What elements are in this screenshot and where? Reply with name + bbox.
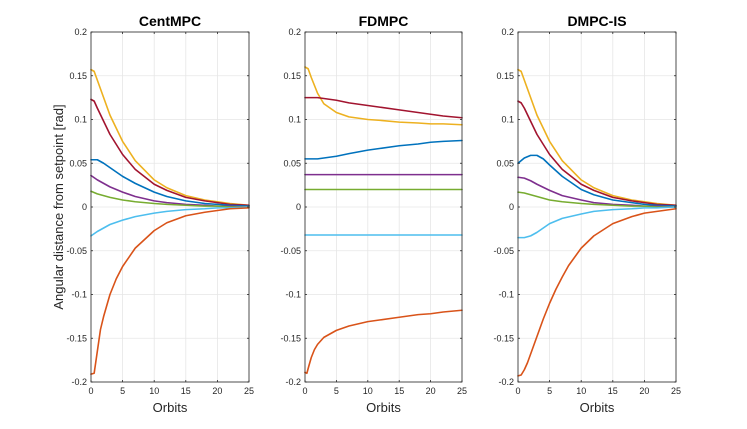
x-tick-label: 15: [394, 386, 404, 396]
y-tick-label: -0.2: [71, 377, 87, 387]
series-line-blue: [90, 158, 250, 207]
series-line-darkred: [304, 96, 463, 119]
y-tick-label: -0.2: [498, 377, 514, 387]
x-tick-label: 20: [426, 386, 436, 396]
y-tick-label: 0: [296, 202, 301, 212]
y-tick-label: 0.2: [74, 27, 87, 37]
y-tick-label: 0.1: [74, 115, 87, 125]
y-tick-label: 0.15: [283, 71, 301, 81]
x-tick-label: 20: [639, 386, 649, 396]
series-line-orange: [517, 207, 677, 377]
x-tick-label: 15: [181, 386, 191, 396]
x-tick-label: 20: [212, 386, 222, 396]
panel-title: DMPC-IS: [567, 13, 626, 29]
panel-dmpc-is: 0 5 10 15 20 25 -0.2 -0.15 -0.1 -0.05 0 0.05 0.1 0.15…: [493, 13, 681, 415]
y-tick-label: 0.15: [496, 71, 514, 81]
y-tick-label: -0.05: [66, 246, 87, 256]
y-tick-label: -0.1: [498, 290, 514, 300]
x-tick-label: 10: [363, 386, 373, 396]
x-tick-label: 25: [244, 386, 254, 396]
x-tick-label: 15: [608, 386, 618, 396]
y-tick-label: -0.05: [493, 246, 514, 256]
panel-centmpc: 0 5 10 15 20 25 -0.2 -0.15 -0.1 -0.05 0 0.05 0.1 0.15…: [66, 13, 254, 415]
x-tick-label: 10: [149, 386, 159, 396]
series-line-orange: [90, 207, 250, 375]
series-line-yellow: [517, 68, 677, 207]
y-axis-label: Angular distance from setpoint [rad]: [51, 104, 66, 309]
x-tick-label: 0: [302, 386, 307, 396]
series-line-darkred: [517, 100, 677, 207]
panel-fdmpc: 0 5 10 15 20 25 -0.2 -0.15 -0.1 -0.05 0 0.05 0.1 0.15…: [280, 13, 467, 415]
x-tick-label: 0: [515, 386, 520, 396]
y-tick-label: -0.1: [285, 290, 301, 300]
x-tick-label: 10: [576, 386, 586, 396]
series-line-yellow: [304, 66, 463, 126]
y-tick-label: -0.1: [71, 290, 87, 300]
series-line-darkred: [90, 98, 250, 207]
y-tick-label: 0.2: [501, 27, 514, 37]
y-tick-label: 0.05: [283, 158, 301, 168]
x-tick-label: 5: [334, 386, 339, 396]
x-axis-label: Orbits: [580, 400, 615, 415]
series-line-green: [90, 190, 250, 208]
y-tick-label: 0.1: [288, 115, 301, 125]
x-tick-label: 5: [120, 386, 125, 396]
y-tick-label: 0.15: [69, 71, 87, 81]
panel-title: FDMPC: [359, 13, 409, 29]
series-line-green: [517, 191, 677, 208]
x-axis-label: Orbits: [153, 400, 188, 415]
series-line-blue: [517, 154, 677, 207]
y-tick-label: 0.05: [496, 158, 514, 168]
y-tick-label: -0.15: [280, 333, 301, 343]
series-line-lightblue: [90, 206, 250, 237]
x-tick-label: 25: [457, 386, 467, 396]
y-tick-label: 0: [82, 202, 87, 212]
series-line-yellow: [90, 68, 250, 207]
series-line-blue: [304, 139, 463, 160]
y-tick-label: 0.1: [501, 115, 514, 125]
y-tick-label: -0.15: [493, 333, 514, 343]
x-axis-label: Orbits: [366, 400, 401, 415]
x-tick-label: 25: [671, 386, 681, 396]
y-tick-label: 0: [509, 202, 514, 212]
series-line-orange: [304, 309, 463, 375]
series-line-lightblue: [517, 206, 677, 239]
y-tick-label: -0.15: [66, 333, 87, 343]
y-tick-label: 0.05: [69, 158, 87, 168]
x-tick-label: 0: [88, 386, 93, 396]
y-tick-label: -0.2: [285, 377, 301, 387]
panel-title: CentMPC: [139, 13, 201, 29]
y-tick-label: -0.05: [280, 246, 301, 256]
x-tick-label: 5: [547, 386, 552, 396]
y-tick-label: 0.2: [288, 27, 301, 37]
